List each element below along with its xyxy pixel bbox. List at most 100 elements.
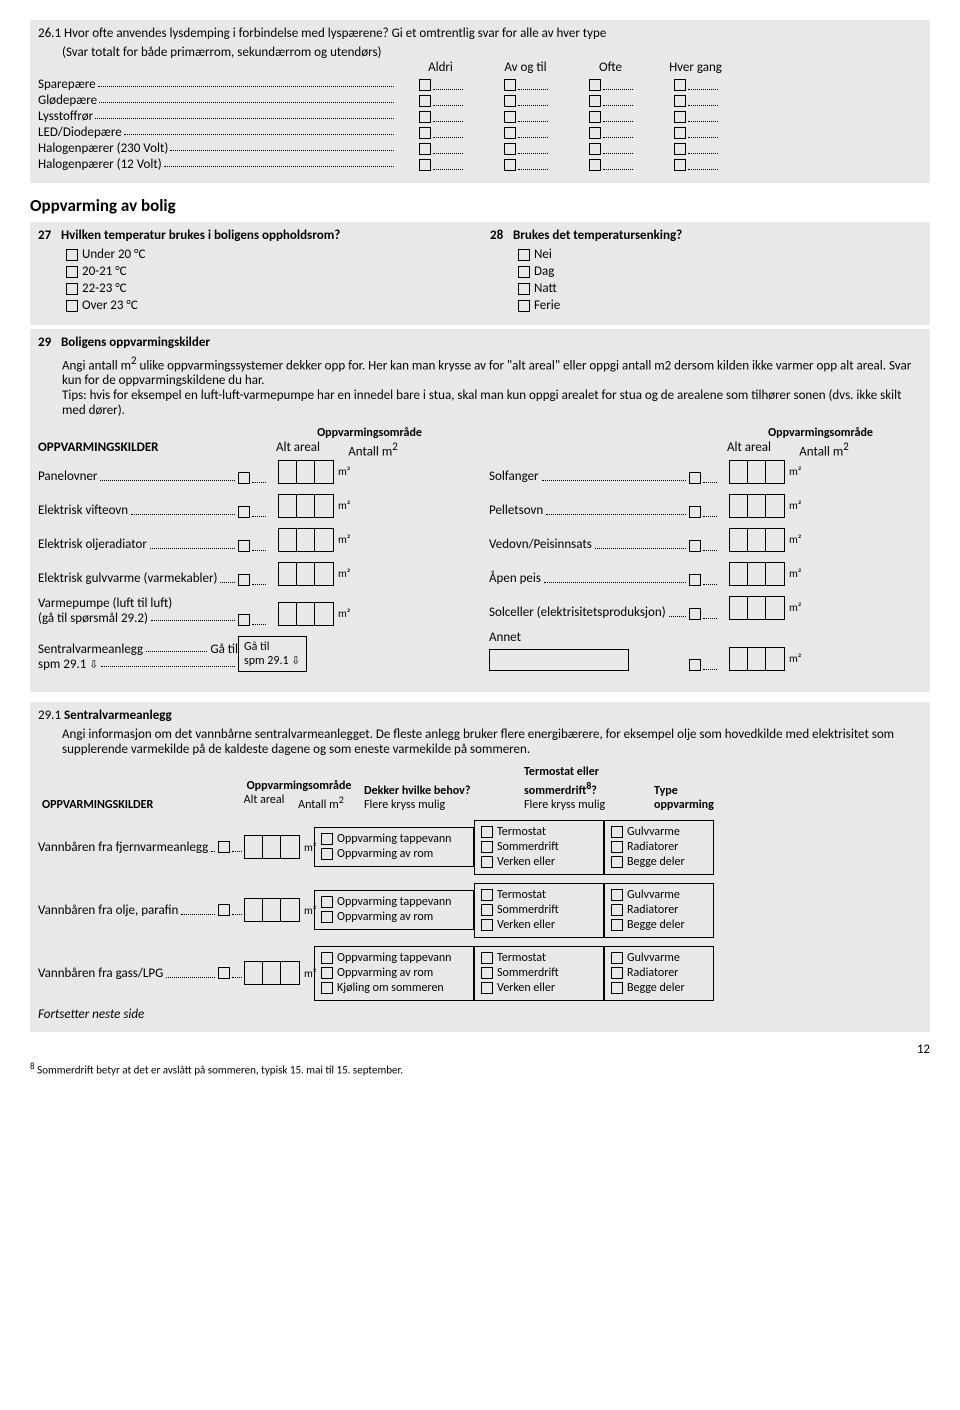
option-label: Termostat: [497, 825, 546, 839]
number-input[interactable]: [244, 835, 300, 859]
checkbox[interactable]: [611, 889, 623, 901]
checkbox[interactable]: [689, 659, 701, 671]
checkbox[interactable]: [689, 540, 701, 552]
checkbox[interactable]: [518, 249, 530, 261]
checkbox[interactable]: [611, 826, 623, 838]
checkbox[interactable]: [481, 904, 493, 916]
checkbox[interactable]: [321, 967, 333, 979]
checkbox[interactable]: [481, 841, 493, 853]
checkbox[interactable]: [518, 266, 530, 278]
checkbox[interactable]: [238, 506, 250, 518]
option-row: Oppvarming tappevann: [321, 895, 467, 909]
checkbox[interactable]: [674, 143, 686, 155]
checkbox[interactable]: [589, 143, 601, 155]
checkbox[interactable]: [504, 95, 516, 107]
number-input[interactable]: [729, 460, 785, 484]
checkbox[interactable]: [504, 79, 516, 91]
number-input[interactable]: [729, 528, 785, 552]
checkbox[interactable]: [238, 614, 250, 626]
checkbox[interactable]: [518, 300, 530, 312]
checkbox[interactable]: [611, 919, 623, 931]
checkbox[interactable]: [419, 95, 431, 107]
checkbox[interactable]: [419, 111, 431, 123]
checkbox[interactable]: [589, 79, 601, 91]
checkbox[interactable]: [689, 506, 701, 518]
checkbox[interactable]: [611, 856, 623, 868]
checkbox[interactable]: [218, 967, 230, 979]
checkbox[interactable]: [238, 540, 250, 552]
checkbox[interactable]: [419, 79, 431, 91]
checkbox[interactable]: [66, 283, 78, 295]
heat-label: Panelovner: [38, 469, 238, 484]
checkbox[interactable]: [589, 127, 601, 139]
alt-areal-wrap: [689, 472, 729, 484]
checkbox[interactable]: [674, 159, 686, 171]
checkbox[interactable]: [611, 904, 623, 916]
checkbox[interactable]: [481, 982, 493, 994]
freq-cell: [568, 127, 653, 139]
number-input[interactable]: [278, 460, 334, 484]
checkbox[interactable]: [481, 919, 493, 931]
option-row: Under 20 °C: [66, 247, 470, 262]
checkbox[interactable]: [238, 472, 250, 484]
number-input[interactable]: [278, 528, 334, 552]
checkbox[interactable]: [504, 159, 516, 171]
checkbox[interactable]: [218, 841, 230, 853]
checkbox[interactable]: [674, 111, 686, 123]
number-input[interactable]: [729, 647, 785, 671]
annet-input[interactable]: [489, 649, 629, 671]
checkbox[interactable]: [481, 856, 493, 868]
freq-header: Aldri Av og til Ofte Hver gang: [398, 60, 922, 75]
checkbox[interactable]: [611, 841, 623, 853]
number-input[interactable]: [729, 596, 785, 620]
checkbox[interactable]: [504, 127, 516, 139]
checkbox[interactable]: [218, 904, 230, 916]
ch-ant: Antall m2: [286, 793, 356, 812]
checkbox[interactable]: [504, 143, 516, 155]
number-input[interactable]: [278, 494, 334, 518]
checkbox[interactable]: [481, 952, 493, 964]
checkbox[interactable]: [66, 300, 78, 312]
checkbox[interactable]: [238, 574, 250, 586]
checkbox[interactable]: [419, 159, 431, 171]
checkbox[interactable]: [611, 967, 623, 979]
number-input[interactable]: [278, 562, 334, 586]
checkbox[interactable]: [419, 143, 431, 155]
checkbox[interactable]: [689, 472, 701, 484]
checkbox[interactable]: [321, 896, 333, 908]
number-input[interactable]: [729, 562, 785, 586]
m2-unit: m²: [789, 652, 801, 665]
number-input[interactable]: [729, 494, 785, 518]
checkbox[interactable]: [674, 79, 686, 91]
checkbox[interactable]: [481, 889, 493, 901]
checkbox[interactable]: [321, 982, 333, 994]
number-input[interactable]: [278, 602, 334, 626]
checkbox[interactable]: [611, 982, 623, 994]
freq-label: LED/Diodepære: [38, 125, 398, 140]
checkbox[interactable]: [419, 127, 431, 139]
checkbox[interactable]: [321, 848, 333, 860]
checkbox[interactable]: [504, 111, 516, 123]
checkbox[interactable]: [611, 952, 623, 964]
checkbox[interactable]: [321, 911, 333, 923]
checkbox[interactable]: [589, 111, 601, 123]
checkbox[interactable]: [481, 967, 493, 979]
checkbox[interactable]: [589, 95, 601, 107]
m2-unit: m²: [789, 601, 801, 614]
checkbox[interactable]: [321, 833, 333, 845]
checkbox[interactable]: [66, 266, 78, 278]
checkbox[interactable]: [689, 574, 701, 586]
freq-cell: [483, 159, 568, 171]
option-label: Sommerdrift: [497, 840, 559, 854]
checkbox[interactable]: [518, 283, 530, 295]
number-input[interactable]: [244, 961, 300, 985]
checkbox[interactable]: [321, 952, 333, 964]
checkbox[interactable]: [66, 249, 78, 261]
checkbox[interactable]: [481, 826, 493, 838]
checkbox[interactable]: [674, 127, 686, 139]
checkbox[interactable]: [689, 608, 701, 620]
number-input[interactable]: [244, 898, 300, 922]
heat-head-left: OPPVARMINGSKILDER Oppvarmingsområde Alt …: [38, 426, 471, 459]
checkbox[interactable]: [674, 95, 686, 107]
checkbox[interactable]: [589, 159, 601, 171]
